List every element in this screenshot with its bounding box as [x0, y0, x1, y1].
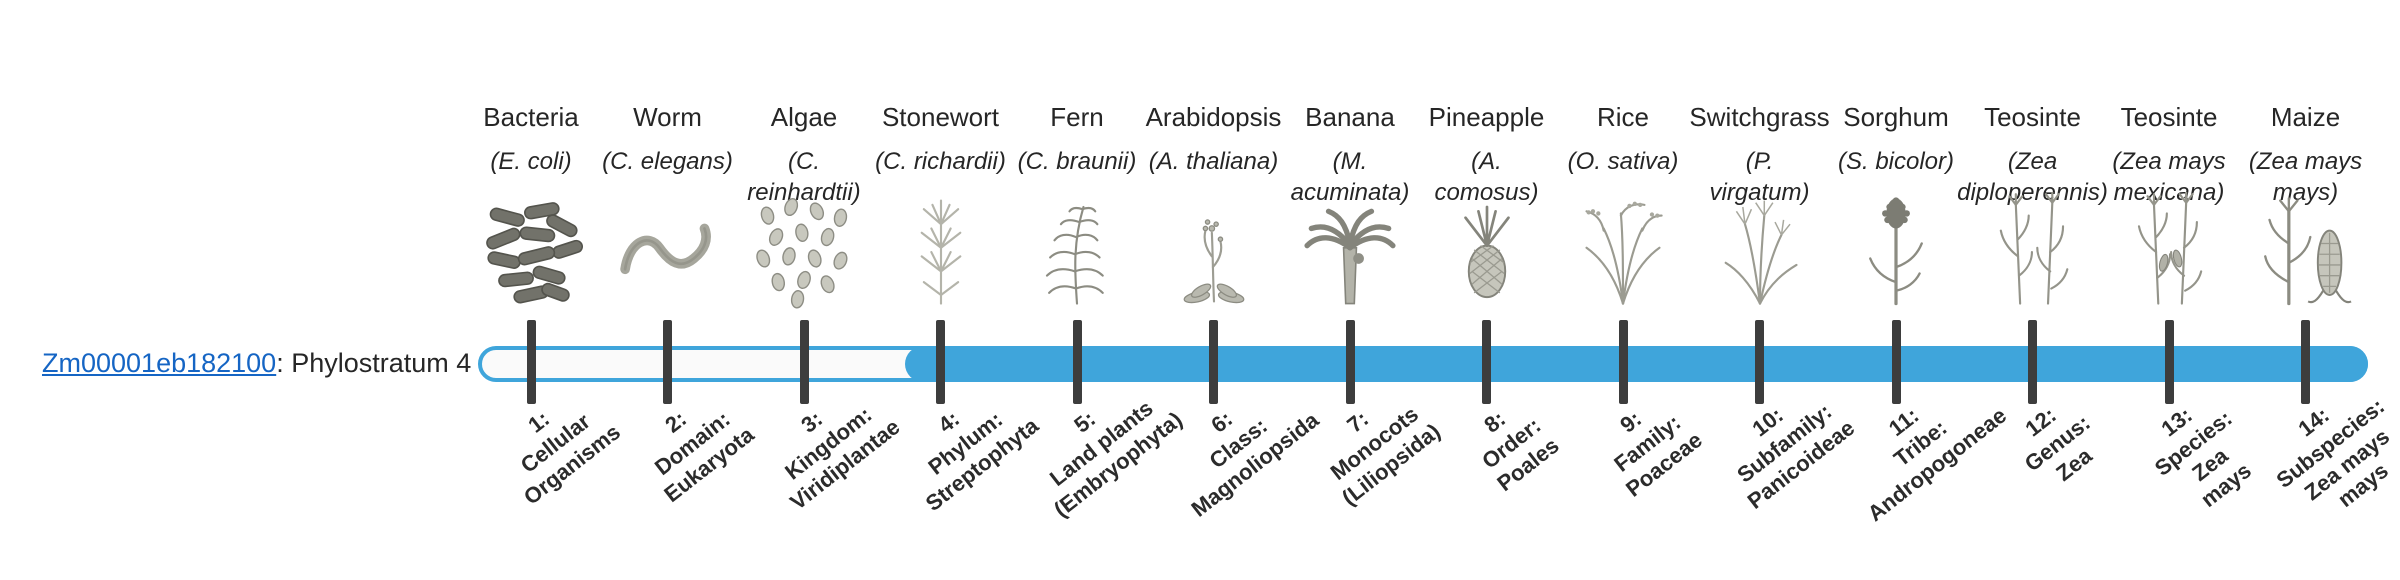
- taxon-scientific-name: (Zea mays mays): [2248, 148, 2363, 207]
- algae-icon: [719, 190, 889, 310]
- taxon-scientific-name: (M. acuminata): [1290, 148, 1410, 207]
- phylostratum-tick: [2301, 320, 2310, 404]
- phylostratum-stage-label: 12: Genus: Zea: [2019, 402, 2096, 486]
- taxon-scientific-name: (S. bicolor): [1837, 148, 1955, 175]
- phylostratum-tick: [1891, 320, 1901, 404]
- phylostratum-tick: [2028, 320, 2037, 404]
- taxon-common-name: Banana: [1305, 102, 1395, 132]
- taxon-scientific-name: (C. elegans): [602, 148, 733, 175]
- phylostratum-tick: [799, 320, 809, 404]
- phylostratum-stage-label: 2: Domain: Eukaryota: [649, 405, 758, 507]
- phylostratum-tick: [1209, 320, 1218, 404]
- taxon-common-name: Stonewort: [881, 102, 1000, 132]
- taxon-scientific-name: (C. richardii): [875, 148, 1006, 175]
- teosinte-mexicana-icon: [2084, 190, 2254, 310]
- teosinte-diploperennis-icon: [1948, 190, 2118, 310]
- taxon-scientific-name: (P. virgatum): [1709, 148, 1810, 207]
- taxon-common-name: Fern: [1050, 102, 1104, 132]
- taxon-common-name: Bacteria: [483, 102, 579, 132]
- phylostratum-tick: [1755, 320, 1764, 404]
- phylostratum-tick: [526, 320, 536, 404]
- fern-icon: [992, 190, 1162, 310]
- taxon-common-name: Worm: [633, 102, 702, 132]
- taxon-scientific-name: (E. coli): [490, 148, 572, 175]
- timeline-bar-fill: [904, 346, 2368, 382]
- taxon-common-name: Algae: [770, 102, 838, 132]
- phylostratum-stage-label: 4: Phylum: Streptophyta: [920, 405, 1043, 516]
- phylostratum-tick: [1072, 320, 1082, 404]
- phylostratum-stage-label: 14: Subspecies: Zea mays mays: [2270, 393, 2394, 513]
- taxon-scientific-name: (C. braunii): [1017, 148, 1137, 175]
- taxon-common-name: Sorghum: [1843, 102, 1949, 132]
- phylostratum-stage-label: 3: Kingdom: Viridiplantae: [780, 401, 905, 515]
- phylostratum-tick: [1482, 320, 1491, 404]
- phylostratum-stage-label: 6: Class: Magnoliopsida: [1185, 405, 1323, 522]
- taxon-scientific-name: (A. comosus): [1434, 148, 1539, 207]
- gene-phylostratum-text: : Phylostratum 4: [276, 348, 472, 378]
- taxon-common-name: Maize: [2270, 102, 2341, 132]
- rice-icon: [1538, 190, 1708, 310]
- taxon-scientific-name: (A. thaliana): [1148, 148, 1279, 175]
- maize-icon: [2221, 190, 2391, 310]
- phylostratum-tick: [1345, 320, 1355, 404]
- phylostratum-stage-label: 5: Land plants (Embryophyta): [1044, 395, 1187, 522]
- arabidopsis-icon: [1129, 190, 1299, 310]
- pineapple-icon: [1402, 190, 1572, 310]
- sorghum-icon: [1811, 190, 1981, 310]
- taxon-scientific-name: (Zea mays mexicana): [2112, 148, 2226, 207]
- taxon-common-name: Arabidopsis: [1145, 102, 1282, 132]
- taxon-scientific-name: (O. sativa): [1567, 148, 1679, 175]
- phylostratum-stage-label: 1: Cellular Organisms: [515, 405, 625, 510]
- stonewort-icon: [856, 190, 1026, 310]
- phylostratum-stage-label: 7: Monocots (Liliopsida): [1325, 401, 1445, 511]
- phylostratum-tick: [663, 320, 672, 404]
- banana-icon: [1265, 190, 1435, 310]
- phylostratum-tick: [936, 320, 945, 404]
- phylostratum-stage-label: 10: Subfamily: Panicoideae: [1731, 398, 1859, 514]
- taxon-common-name: Pineapple: [1428, 102, 1545, 132]
- phylostratum-tick: [2164, 320, 2174, 404]
- phylostratum-tick: [1618, 320, 1628, 404]
- taxon-common-name: Rice: [1596, 102, 1649, 132]
- taxon-common-name: Teosinte: [2120, 102, 2218, 132]
- phylostratum-stage-label: 8: Order: Poales: [1476, 405, 1563, 496]
- taxon-common-name: Switchgrass: [1689, 102, 1830, 132]
- switchgrass-icon: [1675, 190, 1845, 310]
- phylostratum-stage-label: 11: Tribe: Andropogoneae: [1862, 402, 2011, 526]
- worm-icon: [583, 190, 753, 310]
- bacteria-icon: [446, 190, 616, 310]
- taxon-scientific-name: (Zea diploperennis): [1957, 148, 2108, 207]
- phylostratum-stage-label: 9: Family: Poaceae: [1609, 405, 1707, 502]
- gene-id-link[interactable]: Zm00001eb182100: [42, 348, 277, 378]
- taxon-scientific-name: (C. reinhardtii): [747, 148, 861, 207]
- taxon-common-name: Teosinte: [1984, 102, 2081, 132]
- gene-label: Zm00001eb182100: Phylostratum 4: [42, 348, 471, 379]
